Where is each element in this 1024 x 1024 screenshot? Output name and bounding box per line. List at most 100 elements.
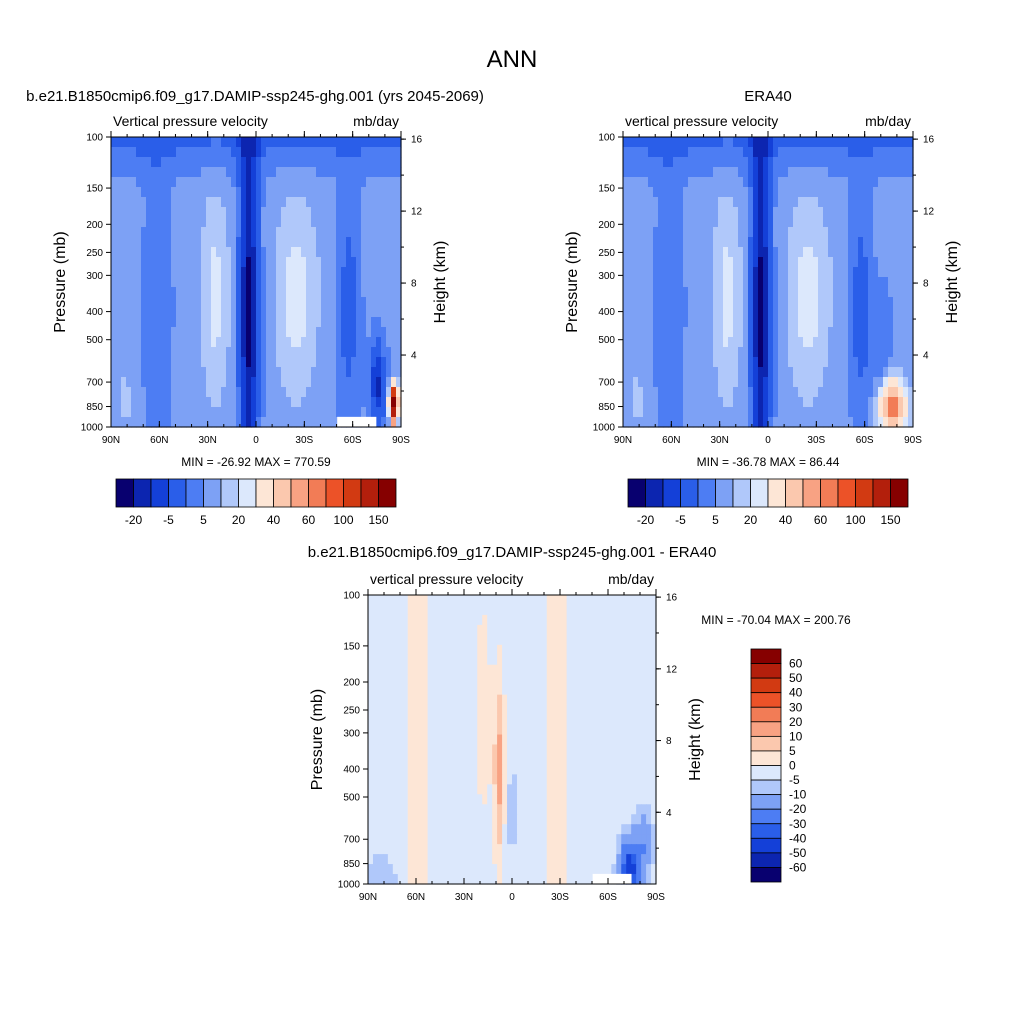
contour-cell: [813, 347, 819, 358]
contour-cell: [903, 247, 909, 258]
y-axis-label-right: Height (km): [432, 241, 449, 324]
contour-cell: [848, 407, 854, 418]
contour-cell: [477, 674, 483, 686]
contour-cell: [166, 207, 172, 218]
contour-cell: [818, 377, 824, 388]
contour-cell: [286, 277, 292, 288]
contour-cell: [521, 674, 528, 686]
contour-cell: [873, 337, 879, 348]
contour-cell: [621, 614, 627, 626]
contour-cell: [818, 157, 824, 168]
contour-cell: [111, 327, 117, 338]
contour-cell: [873, 147, 879, 158]
contour-cell: [623, 157, 629, 168]
contour-cell: [507, 794, 513, 805]
contour-cell: [678, 377, 684, 388]
contour-cell: [908, 237, 914, 248]
contour-cell: [868, 317, 874, 328]
contour-cell: [733, 237, 739, 248]
contour-cell: [492, 774, 498, 785]
contour-cell: [828, 227, 834, 238]
contour-cell: [271, 187, 277, 198]
contour-cell: [391, 147, 397, 158]
contour-cell: [382, 654, 389, 666]
contour-cell: [818, 187, 824, 198]
contour-cell: [651, 784, 657, 795]
contour-cell: [628, 287, 634, 298]
contour-cell: [376, 217, 382, 228]
contour-cell: [678, 347, 684, 358]
contour-cell: [646, 794, 652, 805]
contour-cell: [231, 287, 237, 298]
contour-cell: [728, 417, 734, 428]
contour-cell: [256, 217, 262, 228]
contour-cell: [368, 734, 374, 746]
contour-cell: [601, 674, 607, 686]
contour-cell: [788, 257, 794, 268]
contour-cell: [321, 417, 327, 428]
contour-cell: [581, 794, 588, 805]
contour-cell: [606, 804, 612, 815]
contour-cell: [678, 267, 684, 278]
contour-cell: [171, 357, 177, 368]
contour-cell: [633, 197, 639, 208]
contour-cell: [281, 377, 287, 388]
contour-cell: [356, 327, 362, 338]
contour-cell: [838, 317, 844, 328]
contour-cell: [653, 267, 659, 278]
contour-cell: [606, 784, 612, 795]
contour-cell: [708, 167, 714, 178]
contour-cell: [606, 624, 612, 636]
contour-cell: [487, 754, 493, 766]
contour-cell: [743, 387, 749, 398]
contour-cell: [351, 407, 357, 418]
contour-cell: [211, 157, 217, 168]
contour-cell: [773, 357, 779, 368]
contour-cell: [176, 337, 182, 348]
contour-cell: [828, 417, 834, 428]
contour-cell: [462, 654, 468, 666]
contour-cell: [531, 595, 538, 606]
contour-cell: [176, 217, 182, 228]
contour-cell: [296, 297, 302, 308]
contour-cell: [336, 247, 342, 258]
contour-cell: [813, 387, 819, 398]
contour-cell: [321, 327, 327, 338]
contour-cell: [136, 247, 142, 258]
contour-cell: [437, 674, 444, 686]
contour-cell: [566, 814, 573, 825]
contour-cell: [216, 297, 222, 308]
contour-cell: [643, 387, 649, 398]
contour-cell: [246, 247, 252, 258]
contour-cell: [397, 824, 404, 835]
contour-cell: [432, 724, 439, 736]
contour-cell: [371, 197, 377, 208]
contour-cell: [467, 664, 473, 676]
contour-cell: [111, 257, 117, 268]
contour-cell: [201, 407, 207, 418]
contour-cell: [281, 367, 287, 378]
contour-cell: [502, 754, 508, 766]
contour-cell: [596, 624, 602, 636]
contour-cell: [758, 327, 764, 338]
contour-cell: [853, 137, 859, 148]
contour-cell: [516, 634, 523, 646]
contour-cell: [718, 397, 724, 408]
contour-cell: [126, 167, 132, 178]
contour-cell: [492, 784, 498, 795]
contour-cell: [226, 197, 232, 208]
contour-cell: [591, 604, 598, 616]
contour-cell: [236, 347, 242, 358]
contour-cell: [368, 784, 374, 795]
contour-cell: [898, 267, 904, 278]
contour-cell: [497, 614, 503, 626]
contour-cell: [753, 347, 759, 358]
contour-cell: [396, 417, 402, 428]
contour-cell: [351, 157, 357, 168]
contour-cell: [888, 357, 894, 368]
contour-cell: [893, 357, 899, 368]
contour-cell: [487, 694, 493, 706]
contour-cell: [798, 227, 804, 238]
contour-cell: [853, 407, 859, 418]
contour-cell: [351, 147, 357, 158]
